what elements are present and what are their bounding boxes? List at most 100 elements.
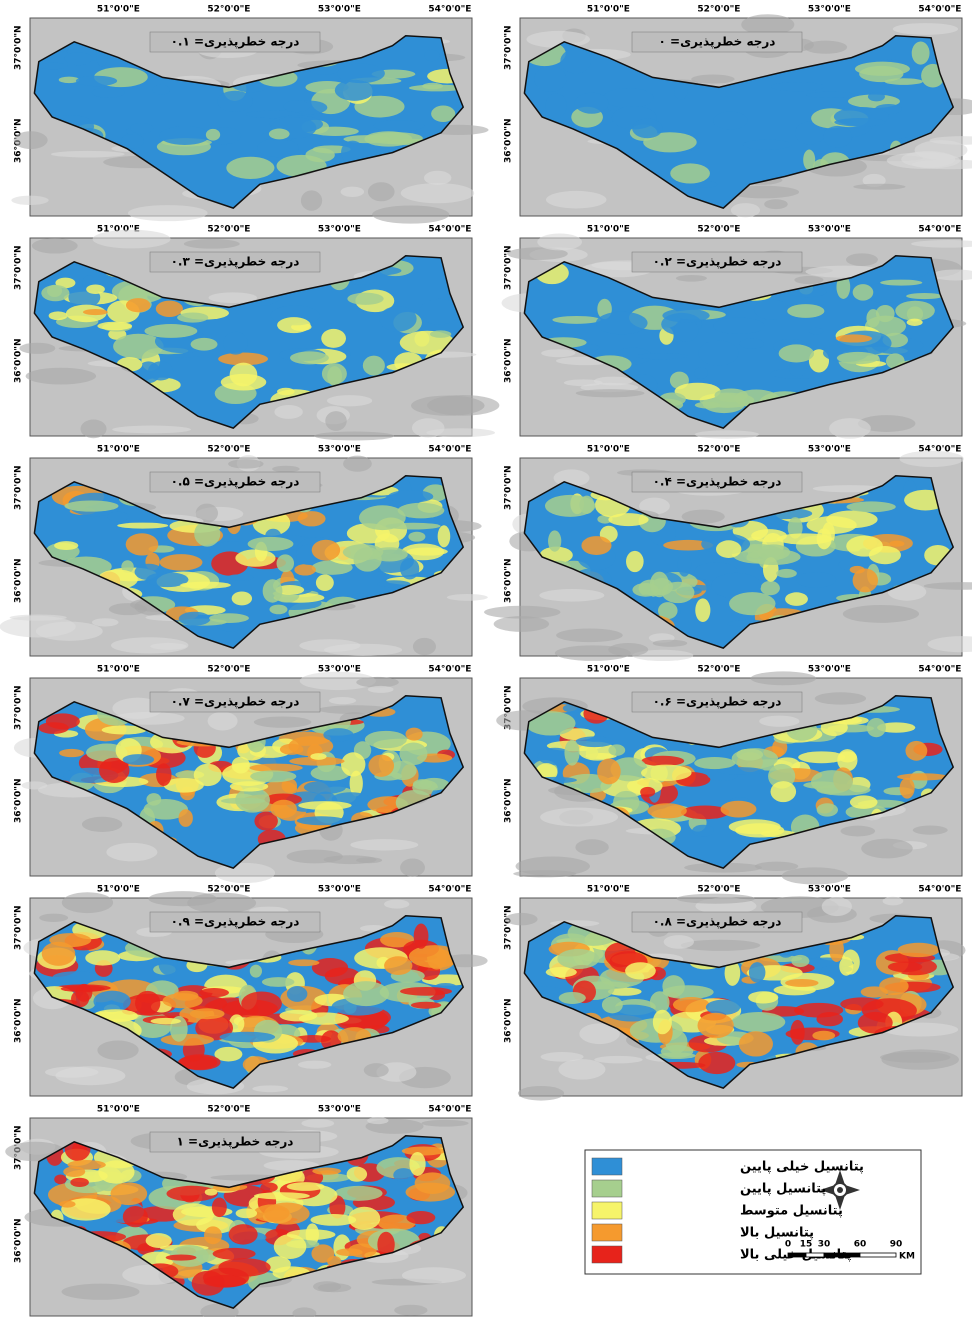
zone-patch	[868, 92, 885, 101]
relief	[564, 379, 603, 386]
zone-patch	[796, 572, 836, 588]
relief	[537, 234, 582, 251]
zone-patch	[596, 312, 648, 335]
zone-patch	[906, 293, 943, 299]
relief	[676, 275, 707, 282]
zone-patch	[716, 540, 741, 558]
longitude-label: 52°0'0"E	[207, 225, 250, 235]
scale-segment	[824, 1253, 860, 1257]
zone-patch	[288, 959, 319, 966]
longitude-label: 51°0'0"E	[587, 885, 630, 895]
panel-title: درجه خطرپذیری= ۰.۸	[653, 915, 782, 929]
longitude-label: 54°0'0"E	[918, 665, 961, 675]
zone-patch	[130, 123, 153, 133]
longitude-label: 54°0'0"E	[428, 885, 471, 895]
map-panel: 51°0'0"E52°0'0"E53°0'0"E54°0'0"E37°0'0"N…	[14, 225, 500, 441]
legend-swatch	[592, 1246, 622, 1263]
map-panel: 51°0'0"E52°0'0"E53°0'0"E54°0'0"E37°0'0"N…	[14, 885, 488, 1097]
panel-title: درجه خطرپذیری= ۰.۲	[653, 255, 782, 269]
zone-patch	[409, 1152, 425, 1176]
relief	[861, 839, 912, 859]
relief	[367, 1117, 388, 1124]
zone-patch	[235, 549, 275, 566]
longitude-label: 53°0'0"E	[808, 5, 851, 15]
map-panel: 51°0'0"E52°0'0"E53°0'0"E54°0'0"E37°0'0"N…	[502, 225, 972, 439]
zone-patch	[557, 949, 599, 969]
longitude-label: 53°0'0"E	[318, 445, 361, 455]
zone-patch	[223, 332, 248, 355]
relief	[364, 1063, 389, 1077]
zone-patch	[603, 88, 653, 108]
zone-patch	[749, 962, 765, 983]
zone-patch	[867, 718, 886, 737]
longitude-label: 52°0'0"E	[207, 1105, 250, 1115]
zone-patch	[41, 285, 69, 301]
zone-patch	[817, 803, 838, 816]
latitude-label: 37°0'0"N	[14, 465, 24, 510]
zone-patch	[406, 1183, 455, 1202]
zone-patch	[713, 112, 748, 130]
zone-patch	[146, 1233, 172, 1248]
longitude-label: 54°0'0"E	[428, 225, 471, 235]
zone-patch	[545, 495, 595, 517]
relief	[92, 618, 119, 626]
relief	[19, 343, 55, 354]
zone-patch	[304, 781, 346, 794]
zone-patch	[365, 731, 407, 748]
zone-patch	[254, 1204, 290, 1221]
relief	[62, 892, 113, 913]
longitude-label: 52°0'0"E	[697, 445, 740, 455]
relief	[829, 418, 871, 439]
map-panel: 51°0'0"E52°0'0"E53°0'0"E54°0'0"E37°0'0"N…	[11, 5, 488, 224]
zone-patch	[632, 583, 658, 597]
map-panel: 51°0'0"E52°0'0"E53°0'0"E54°0'0"E37°0'0"N…	[14, 665, 473, 884]
relief	[424, 171, 451, 185]
zone-patch	[277, 554, 295, 572]
relief	[368, 182, 395, 201]
zone-patch	[912, 41, 930, 64]
zone-patch	[399, 742, 427, 765]
zone-patch	[42, 942, 76, 966]
latitude-label: 37°0'0"N	[14, 685, 24, 730]
relief	[394, 1305, 427, 1316]
zone-patch	[221, 798, 265, 804]
zone-patch	[760, 581, 779, 595]
relief	[209, 292, 257, 303]
zone-patch	[83, 309, 108, 315]
zone-patch	[889, 541, 904, 547]
longitude-label: 51°0'0"E	[97, 665, 140, 675]
zone-patch	[117, 523, 168, 529]
scale-segment	[788, 1253, 806, 1257]
zone-patch	[65, 52, 93, 65]
latitude-label: 37°0'0"N	[504, 905, 514, 950]
zone-patch	[855, 62, 910, 76]
panel-title: درجه خطرپذیری= ۰.۶	[653, 695, 782, 709]
zone-patch	[602, 996, 623, 1013]
zone-patch	[269, 129, 290, 140]
zone-patch	[135, 564, 164, 580]
zone-patch	[59, 749, 84, 757]
scale-unit: KM	[899, 1252, 915, 1262]
longitude-label: 54°0'0"E	[428, 665, 471, 675]
relief	[782, 867, 848, 884]
zone-patch	[729, 592, 775, 615]
zone-patch	[312, 1168, 341, 1175]
zone-patch	[386, 523, 441, 530]
zone-patch	[177, 313, 208, 323]
panel-title: درجه خطرپذیری= ۰.۴	[653, 475, 782, 489]
zone-patch	[156, 301, 183, 317]
legend-swatch	[592, 1202, 622, 1219]
longitude-label: 53°0'0"E	[318, 225, 361, 235]
zone-patch	[227, 574, 254, 580]
latitude-label: 37°0'0"N	[14, 245, 24, 290]
zone-patch	[59, 1201, 75, 1208]
zone-patch	[310, 753, 326, 760]
latitude-label: 36°0'0"N	[14, 338, 24, 383]
relief	[356, 857, 382, 863]
zone-patch	[54, 541, 78, 550]
zone-patch	[626, 551, 644, 572]
zone-patch	[220, 1032, 275, 1043]
legend-label: پتانسیل خیلی پایین	[740, 1160, 864, 1175]
zone-patch	[76, 76, 117, 86]
zone-patch	[886, 257, 930, 279]
